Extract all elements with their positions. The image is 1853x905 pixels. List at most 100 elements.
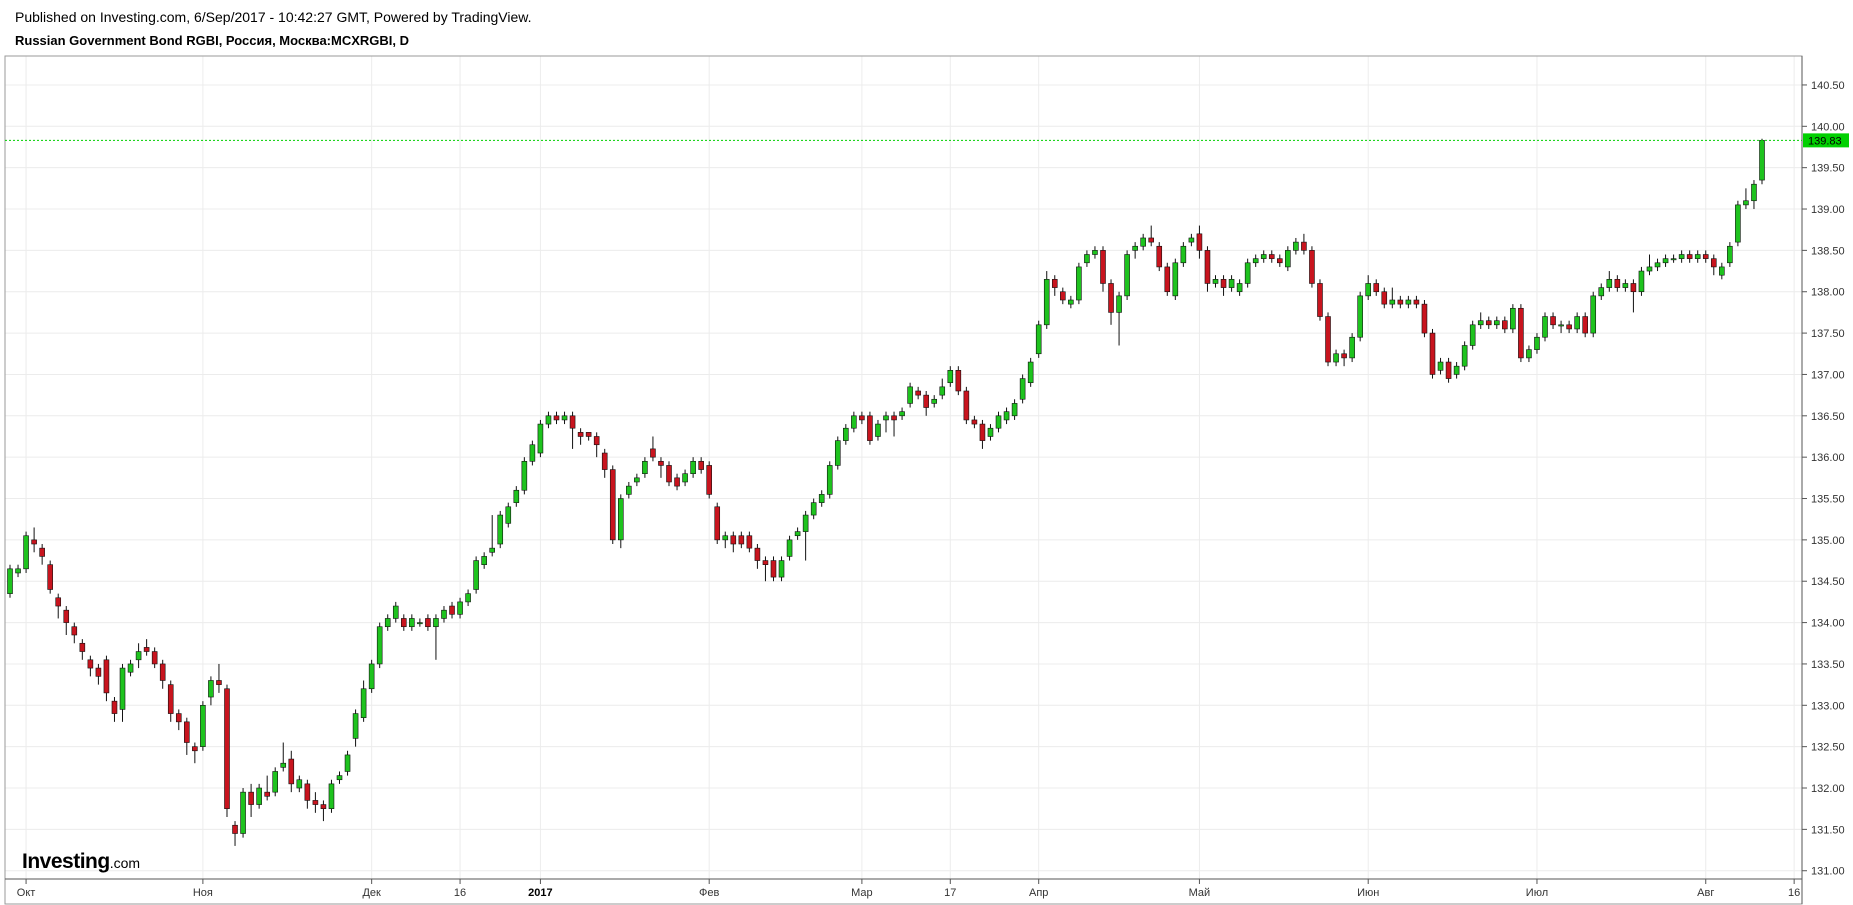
candle-body xyxy=(738,535,745,545)
candle-body xyxy=(256,787,262,805)
candle-up xyxy=(1027,357,1034,387)
y-tick-label: 131.00 xyxy=(1811,866,1845,878)
candle-body xyxy=(658,460,664,466)
candle-down xyxy=(1582,312,1588,338)
candle-body xyxy=(1550,316,1556,326)
candle-body xyxy=(642,460,648,475)
candle-down xyxy=(1317,279,1323,321)
candle-body xyxy=(87,659,94,669)
candle-body xyxy=(1228,279,1235,288)
candle-down xyxy=(577,428,584,445)
candle-body xyxy=(1630,283,1637,293)
candle-down xyxy=(39,544,45,565)
candle-body xyxy=(1148,237,1155,243)
candle-body xyxy=(280,762,287,768)
candle-up xyxy=(1365,275,1371,301)
candle-down xyxy=(151,647,158,669)
x-tick-label: 16 xyxy=(454,887,466,899)
y-tick-label: 140.50 xyxy=(1811,80,1845,92)
candle-body xyxy=(224,688,230,809)
price-axis: 140.50 140.00 139.50 139.00 138.50 138.00 137.… xyxy=(1802,80,1845,878)
candle-body xyxy=(1469,324,1476,346)
candle-body xyxy=(23,535,29,570)
candle-body xyxy=(425,618,431,628)
candle-up xyxy=(1405,295,1412,309)
candle-up xyxy=(1598,283,1605,301)
candle-up xyxy=(834,436,841,470)
candle-down xyxy=(609,465,616,545)
y-tick-label: 134.00 xyxy=(1811,618,1845,630)
candle-down xyxy=(1614,275,1621,292)
candle-up xyxy=(1638,266,1645,296)
candle-body xyxy=(1510,307,1516,330)
candle-up xyxy=(1011,399,1018,420)
candle-body xyxy=(184,721,190,743)
y-tick-label: 136.50 xyxy=(1811,411,1845,423)
candle-up xyxy=(1670,254,1677,263)
candle-up xyxy=(786,535,793,561)
candle-down xyxy=(304,779,311,809)
candle-down xyxy=(923,390,929,416)
y-tick-label: 135.00 xyxy=(1811,535,1845,547)
candle-body xyxy=(1060,291,1066,301)
candle-up xyxy=(1172,258,1179,301)
candle-up xyxy=(1542,312,1548,342)
candle-up xyxy=(1068,295,1074,309)
candle-down xyxy=(1156,242,1163,272)
candle-body xyxy=(1646,266,1653,272)
candle-down xyxy=(706,461,712,499)
candle-body xyxy=(826,465,833,495)
candle-up xyxy=(441,606,447,623)
candle-up xyxy=(15,564,21,578)
candle-body xyxy=(1084,254,1090,264)
candle-body xyxy=(1293,241,1299,251)
y-tick-label: 133.00 xyxy=(1811,700,1845,712)
candle-down xyxy=(601,448,608,478)
candle-down xyxy=(248,783,254,817)
candle-body xyxy=(1301,241,1307,251)
candle-up xyxy=(1333,349,1339,367)
candle-body xyxy=(505,506,512,524)
candle-body xyxy=(1606,279,1613,288)
candle-body xyxy=(794,531,801,537)
candle-up xyxy=(513,486,520,507)
candle-body xyxy=(376,626,383,665)
candle-up xyxy=(1534,333,1540,354)
candle-body xyxy=(1092,250,1098,255)
chart-title: Russian Government Bond RGBI, Россия, Мо… xyxy=(15,33,410,48)
candle-down xyxy=(738,531,745,549)
candle-body xyxy=(609,469,616,541)
candle-body xyxy=(810,502,817,516)
candle-down xyxy=(71,622,78,644)
candle-up xyxy=(545,411,552,429)
candle-up xyxy=(336,771,343,784)
candle-body xyxy=(1365,283,1371,297)
candle-body xyxy=(409,618,415,628)
candle-up xyxy=(1477,312,1484,329)
candle-up xyxy=(505,502,512,528)
candle-up xyxy=(1043,271,1050,329)
x-tick-label: Май xyxy=(1189,887,1211,899)
y-tick-label: 137.00 xyxy=(1811,369,1845,381)
candle-down xyxy=(1485,316,1492,329)
candle-body xyxy=(103,659,110,694)
candle-body xyxy=(1461,345,1468,367)
candle-body xyxy=(264,791,270,797)
candle-body xyxy=(1108,283,1114,313)
candle-body xyxy=(143,647,150,652)
candle-up xyxy=(794,527,801,540)
time-axis: Окт Ноя Дек 16 2017 Фев Мар 17 Апр Май Июн Июл Авг 16… xyxy=(17,879,1800,899)
y-tick-label: 132.50 xyxy=(1811,742,1845,754)
candle-body xyxy=(111,700,118,714)
y-tick-label: 140.00 xyxy=(1811,121,1845,133)
candle-down xyxy=(714,502,721,545)
candle-body xyxy=(1236,283,1243,293)
candle-down xyxy=(1196,225,1203,259)
candle-body xyxy=(1212,279,1219,284)
candle-up xyxy=(352,709,359,747)
candle-down xyxy=(730,531,737,553)
candle-up xyxy=(473,556,479,594)
x-tick-label: Мар xyxy=(851,887,873,899)
candle-down xyxy=(264,775,270,801)
candle-body xyxy=(1421,303,1428,334)
